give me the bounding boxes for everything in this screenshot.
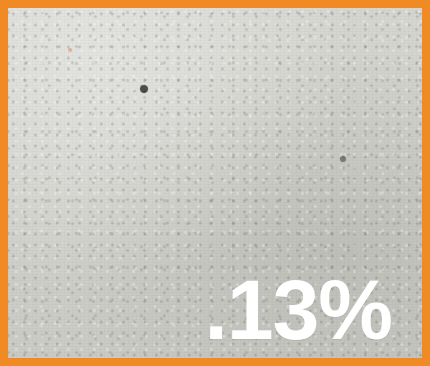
percentage-label: .13% <box>204 263 393 357</box>
sand-photo <box>8 8 422 358</box>
dark-speck <box>340 156 346 162</box>
orange-speck <box>68 48 72 52</box>
dark-speck <box>140 85 148 93</box>
